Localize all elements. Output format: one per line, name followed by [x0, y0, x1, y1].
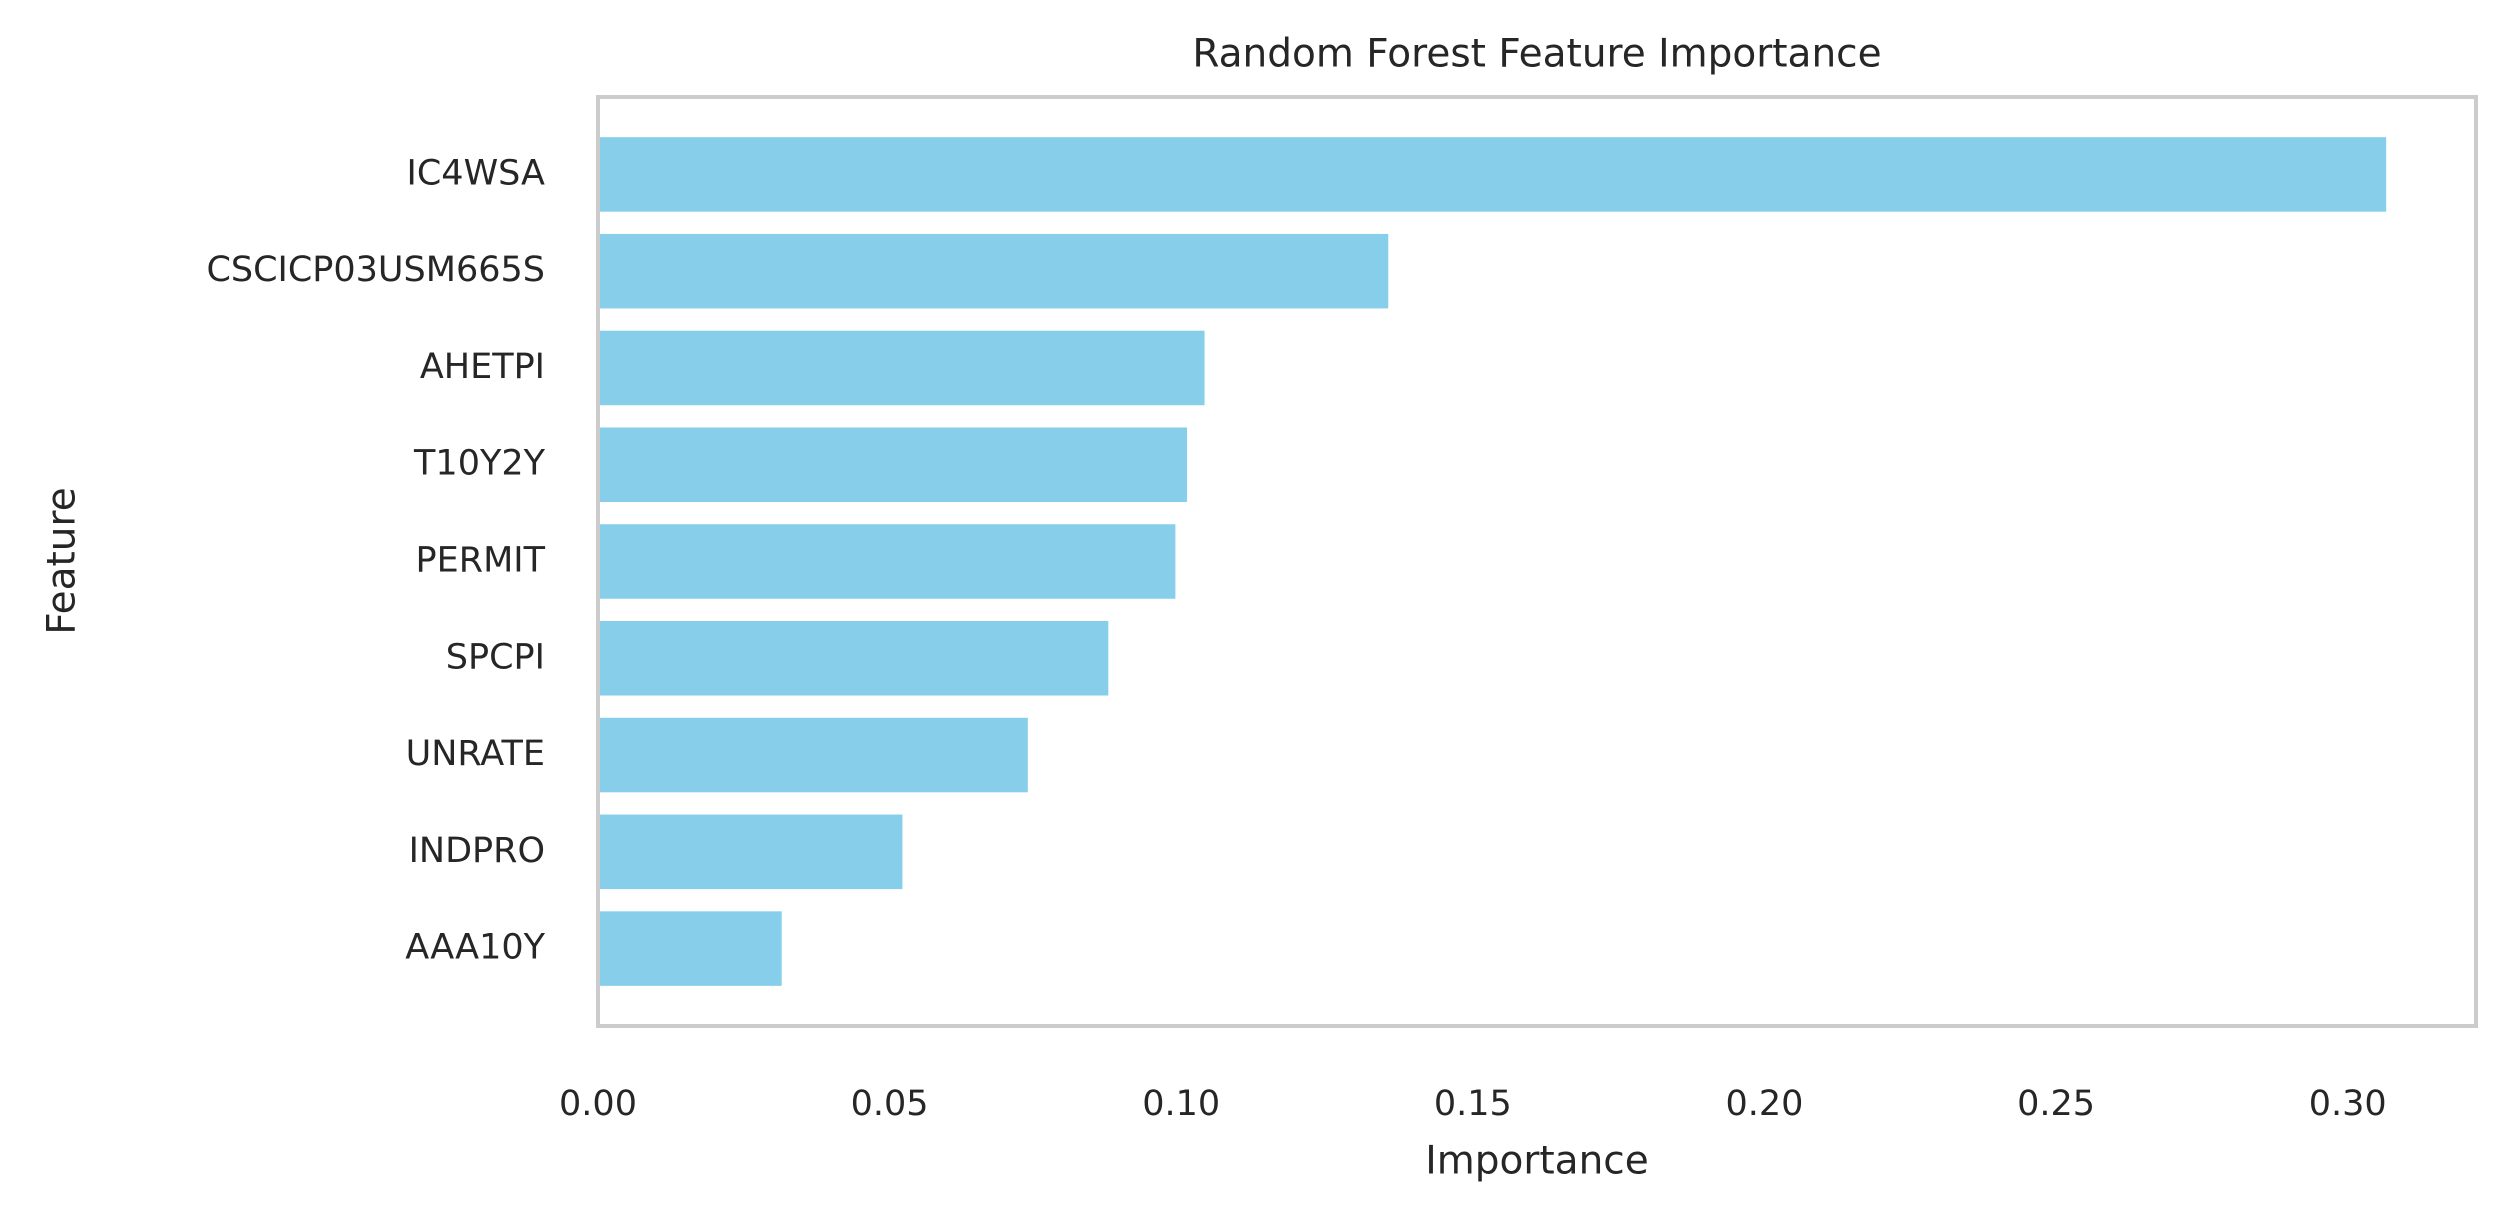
x-tick-label: 0.25 [2017, 1084, 2095, 1124]
y-tick-label: AAA10Y [405, 928, 545, 968]
x-tick-label: 0.05 [851, 1084, 929, 1124]
y-tick-label: INDPRO [409, 831, 545, 871]
bar [598, 621, 1109, 696]
bar [598, 524, 1176, 599]
y-tick-label: AHETPI [420, 347, 545, 387]
y-tick-label: T10Y2Y [413, 444, 546, 484]
y-tick-label: UNRATE [406, 734, 545, 774]
bar [598, 717, 1028, 793]
x-tick-label: 0.15 [1434, 1084, 1512, 1124]
x-axis-label: Importance [1425, 1139, 1649, 1184]
y-tick-label: IC4WSA [407, 153, 546, 193]
bar [598, 427, 1188, 502]
x-tick-label: 0.20 [1725, 1084, 1803, 1124]
bar [598, 330, 1205, 406]
y-tick-label: PERMIT [416, 541, 546, 581]
axes-frame [596, 95, 2478, 1028]
bar [598, 137, 2387, 212]
x-tick-label: 0.30 [2309, 1084, 2387, 1124]
x-tick-label: 0.00 [559, 1084, 637, 1124]
chart-title: Random Forest Feature Importance [1192, 32, 1881, 77]
y-tick-label: CSCICP03USM665S [206, 250, 545, 290]
y-axis-label: Feature [40, 487, 85, 634]
y-tick-label: SPCPI [446, 637, 545, 677]
bar [598, 911, 782, 986]
bar [598, 233, 1389, 309]
x-tick-label: 0.10 [1142, 1084, 1220, 1124]
bar [598, 814, 903, 890]
